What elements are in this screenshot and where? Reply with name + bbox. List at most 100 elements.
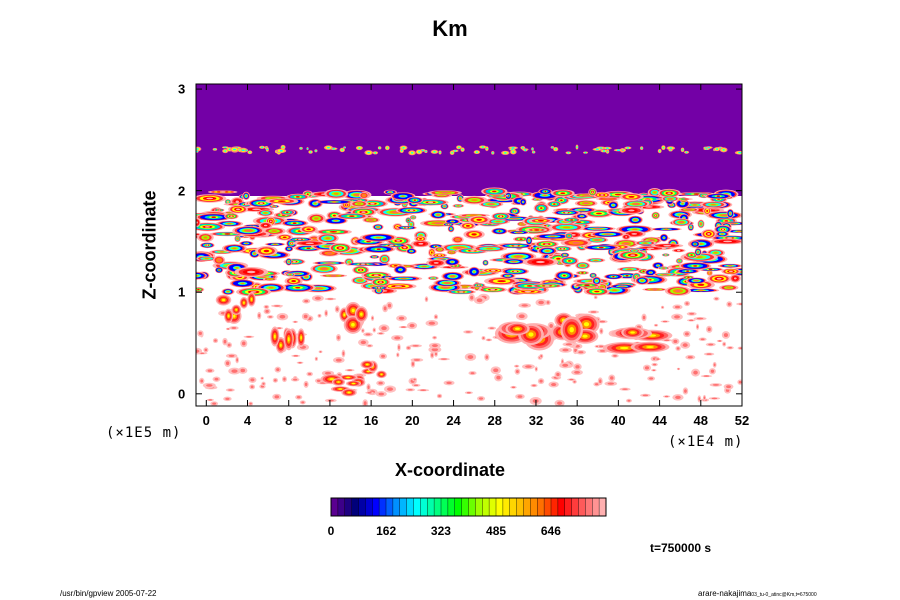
field-blob	[231, 327, 237, 329]
field-blob	[675, 290, 681, 292]
field-blob	[348, 261, 351, 263]
field-blob	[739, 347, 742, 349]
field-blob	[522, 201, 524, 203]
field-marks	[196, 144, 742, 406]
field-blob	[524, 290, 532, 293]
field-blob	[442, 286, 448, 289]
field-blob	[227, 200, 229, 203]
field-blob	[632, 228, 638, 231]
field-blob	[219, 251, 225, 253]
field-blob	[398, 345, 400, 350]
field-blob	[642, 270, 645, 273]
field-blob	[247, 270, 256, 274]
field-blob	[707, 327, 711, 332]
field-blob	[478, 397, 484, 400]
field-blob	[591, 191, 594, 193]
field-blob	[519, 238, 523, 240]
field-blob	[669, 147, 673, 149]
x-tick-label: 0	[202, 413, 210, 428]
field-blob	[232, 247, 237, 250]
field-blob	[245, 242, 248, 245]
colorbar-cell	[413, 498, 421, 516]
field-blob	[315, 287, 321, 290]
field-blob	[324, 371, 332, 375]
field-blob	[676, 347, 680, 350]
colorbar-cell	[447, 498, 456, 516]
field-blob	[326, 146, 330, 149]
field-blob	[700, 223, 702, 225]
field-blob	[227, 314, 230, 318]
field-blob	[273, 205, 275, 208]
field-blob	[551, 146, 554, 149]
field-blob	[489, 203, 494, 205]
field-blob	[405, 226, 408, 229]
field-blob	[528, 332, 534, 337]
field-blob	[536, 260, 545, 264]
field-blob	[687, 356, 693, 359]
colorbar-cell	[461, 498, 469, 516]
field-blob	[459, 197, 462, 200]
field-blob	[373, 274, 379, 276]
field-blob	[271, 230, 278, 233]
field-blob	[225, 361, 230, 366]
field-blob	[250, 378, 255, 382]
field-blob	[443, 205, 446, 208]
field-blob	[708, 272, 711, 274]
field-blob	[579, 209, 585, 211]
field-blob	[658, 150, 661, 152]
field-blob	[212, 402, 217, 405]
field-blob	[582, 334, 588, 338]
field-blob	[535, 367, 538, 371]
colorbar-cell	[475, 498, 483, 516]
field-blob	[315, 149, 317, 152]
field-blob	[459, 291, 464, 293]
field-blob	[595, 280, 598, 282]
field-blob	[726, 286, 732, 289]
field-blob	[204, 257, 209, 260]
field-blob	[572, 241, 581, 244]
field-blob	[203, 236, 208, 239]
colorbar-cell	[551, 498, 559, 516]
colorbar-tick-label: 323	[430, 524, 451, 538]
field-blob	[263, 224, 268, 227]
field-blob	[428, 321, 436, 325]
field-blob	[306, 247, 311, 250]
field-blob	[695, 279, 698, 282]
field-blob	[470, 372, 475, 375]
upper-uniform-region	[196, 84, 742, 196]
field-blob	[544, 190, 547, 193]
field-blob	[235, 266, 239, 269]
field-blob	[373, 256, 376, 258]
field-blob	[662, 267, 665, 269]
field-blob	[438, 394, 441, 398]
field-blob	[598, 345, 604, 348]
y-tick-marks	[196, 88, 742, 395]
field-blob	[249, 402, 252, 405]
field-blob	[653, 363, 657, 366]
field-blob	[649, 377, 654, 380]
field-blob	[482, 337, 485, 340]
field-blob	[287, 337, 290, 342]
field-blob	[584, 151, 587, 154]
field-blob	[549, 235, 556, 238]
field-blob	[511, 147, 515, 149]
field-blob	[568, 235, 570, 237]
field-blob	[400, 149, 403, 152]
colorbar-cell	[509, 498, 517, 516]
field-blob	[396, 240, 401, 242]
field-blob	[249, 151, 251, 154]
field-blob	[697, 283, 705, 286]
field-blob	[361, 211, 366, 213]
field-blob	[420, 389, 427, 391]
field-blob	[723, 240, 733, 243]
field-blob	[605, 233, 610, 236]
field-blob	[402, 146, 405, 149]
field-blob	[492, 190, 497, 193]
field-blob	[686, 208, 691, 211]
field-blob	[737, 230, 742, 233]
field-blob	[331, 201, 337, 203]
field-blob	[694, 243, 696, 245]
field-blob	[723, 342, 726, 346]
field-blob	[662, 146, 665, 149]
field-blob	[675, 395, 681, 400]
